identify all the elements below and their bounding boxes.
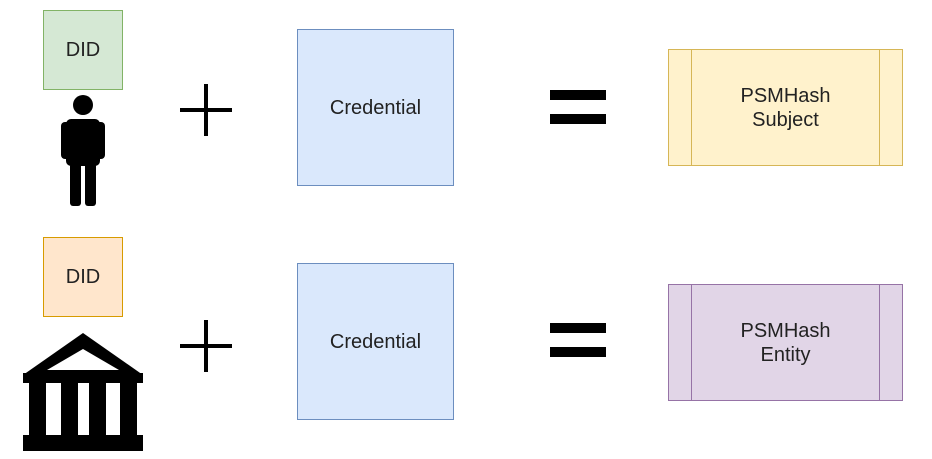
psmhash-line1: PSMHash [740, 319, 831, 342]
did-box-entity: DID [43, 237, 123, 317]
process-right-bar [879, 50, 902, 165]
process-left-bar [669, 50, 692, 165]
process-left-bar [669, 285, 692, 400]
bank-icon [23, 333, 143, 456]
credential-label: Credential [329, 96, 422, 119]
psmhash-line2: Entity [760, 343, 811, 366]
did-label: DID [65, 266, 101, 288]
person-icon [58, 95, 108, 212]
psmhash-line1: PSMHash [740, 84, 831, 107]
credential-box: Credential [297, 29, 454, 186]
did-box-subject: DID [43, 10, 123, 90]
psmhash-subject-label: PSMHash Subject [740, 84, 830, 132]
plus-operator [176, 318, 236, 379]
credential-box: Credential [297, 263, 454, 420]
process-right-bar [879, 285, 902, 400]
psmhash-subject-box: PSMHash Subject [668, 49, 903, 166]
psmhash-entity-label: PSMHash Entity [740, 319, 830, 367]
did-label: DID [65, 39, 101, 61]
credential-label: Credential [329, 330, 422, 353]
equals-operator [550, 90, 606, 129]
psmhash-line2: Subject [752, 108, 819, 131]
equals-operator [550, 323, 606, 362]
plus-operator [176, 82, 236, 143]
psmhash-entity-box: PSMHash Entity [668, 284, 903, 401]
